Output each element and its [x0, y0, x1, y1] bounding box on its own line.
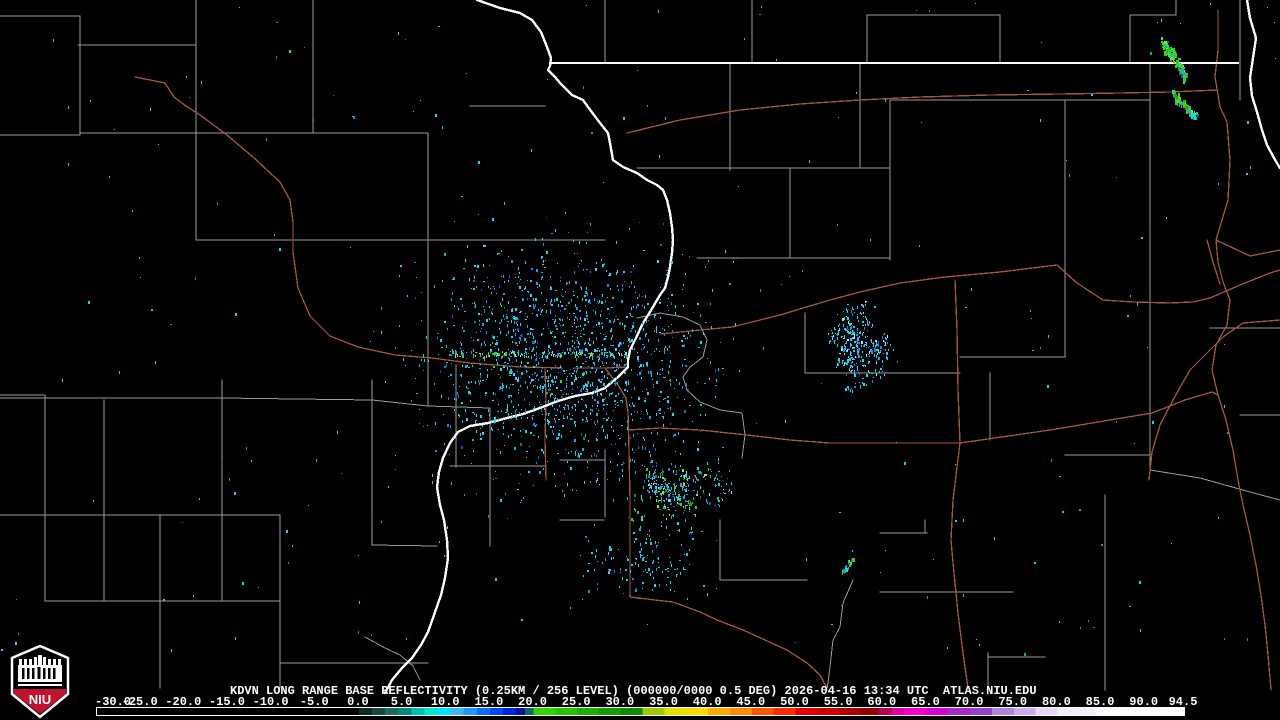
colorbar-tick-label: 75.0 — [998, 695, 1028, 709]
colorbar-tick-label: 10.0 — [430, 695, 460, 709]
colorbar-tick-label: 35.0 — [649, 695, 678, 709]
niu-logo: NIU — [5, 644, 75, 720]
niu-logo-text: NIU — [29, 692, 51, 707]
colorbar-tick-label: -20.0 — [165, 695, 202, 709]
colorbar-tick-label: 40.0 — [692, 695, 722, 709]
colorbar-tick-label: 60.0 — [867, 695, 897, 709]
colorbar-tick-label: -10.0 — [252, 695, 289, 709]
colorbar-tick-label: -5.0 — [299, 695, 329, 709]
colorbar — [96, 707, 1185, 716]
colorbar-tick-label: 45.0 — [736, 695, 766, 709]
colorbar-tick-label: 15.0 — [474, 695, 504, 709]
colorbar-tick-label: 0.0 — [347, 695, 369, 709]
colorbar-tick-label: 70.0 — [954, 695, 984, 709]
radar-caption: KDVN LONG RANGE BASE REFLECTIVITY (0.25K… — [230, 684, 1037, 698]
colorbar-tick-label: -15.0 — [208, 695, 245, 709]
colorbar-scale-labels: -30.0 -25.0 -20.0 -15.0 -10.0 -5.0 0.0 5.0 10.0 1… — [0, 695, 1280, 709]
colorbar-tick-label: 20.0 — [518, 695, 547, 709]
colorbar-tick-label: 50.0 — [780, 695, 809, 709]
colorbar-tick-label: 80.0 — [1041, 695, 1071, 709]
colorbar-tick-label: 94.5 — [1168, 695, 1198, 709]
colorbar-tick-label: 30.0 — [605, 695, 635, 709]
colorbar-tick-label: 65.0 — [911, 695, 940, 709]
colorbar-tick-label: 5.0 — [390, 695, 413, 709]
colorbar-tick-label: -25.0 — [121, 695, 158, 709]
colorbar-tick-label: 55.0 — [823, 695, 853, 709]
colorbar-tick-label: 25.0 — [561, 695, 591, 709]
colorbar-tick-label: -30.0 — [95, 695, 132, 709]
niu-banner — [14, 689, 66, 714]
colorbar-tick-label: 85.0 — [1085, 695, 1115, 709]
colorbar-tick-label: 90.0 — [1129, 695, 1159, 709]
